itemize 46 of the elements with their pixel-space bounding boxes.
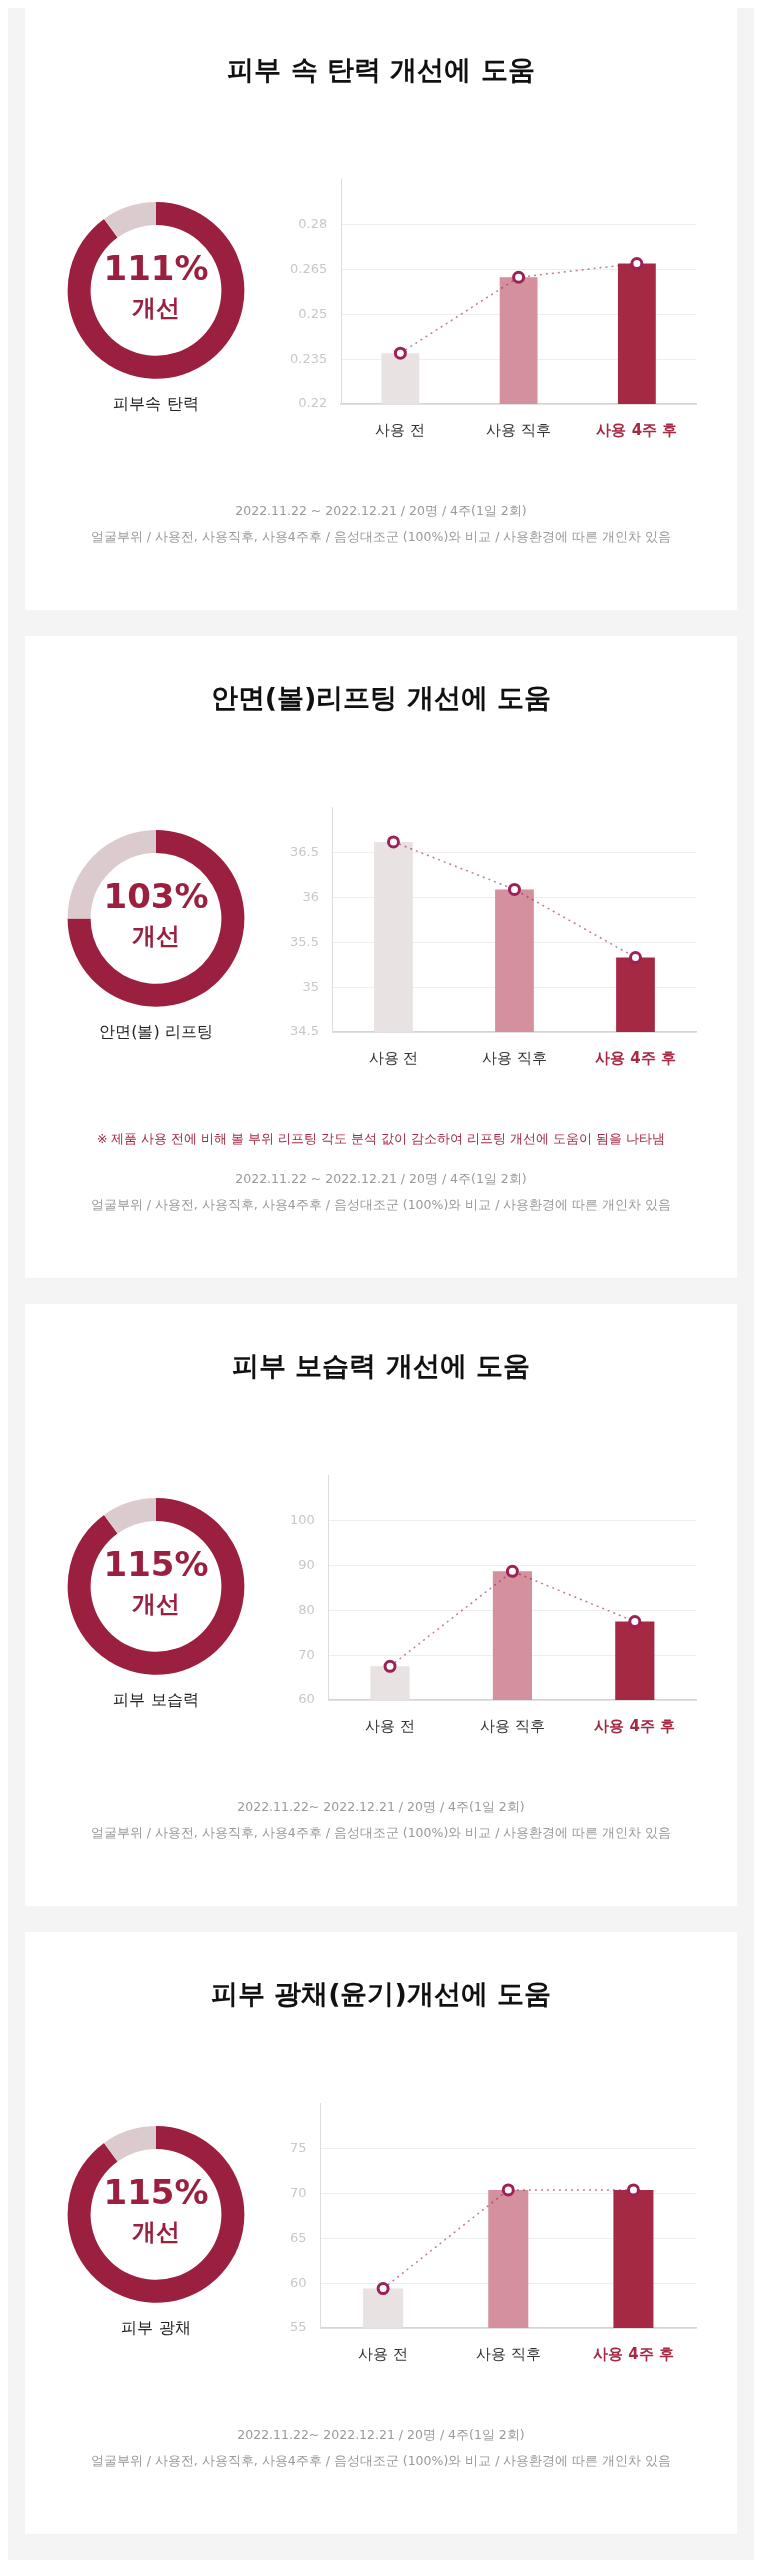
text: 2022.11.22 ~ 2022.12.21 / 20명 / 4주(1일 2회) bbox=[234, 502, 528, 520]
text: 피부속 탄력 bbox=[113, 393, 199, 413]
point bbox=[505, 1564, 519, 1578]
text: 얼굴부위 / 사용전, 사용직후, 사용4주후 / 음성대조군 (100%)와 비교 / 사용환경에 따른 개인차 있음 bbox=[89, 1824, 673, 1842]
x-tick-label: 사용 전 bbox=[358, 2344, 409, 2363]
x-tick-label: 사용 직후 bbox=[486, 420, 551, 439]
text: 개선 bbox=[132, 1589, 180, 1618]
point bbox=[383, 1659, 397, 1673]
point bbox=[386, 835, 400, 849]
text: 2022.11.22 ~ 2022.12.21 / 20명 / 4주(1일 2회) bbox=[234, 1170, 528, 1188]
text: 얼굴부위 / 사용전, 사용직후, 사용4주후 / 음성대조군 (100%)와 비교 / 사용환경에 따른 개인차 있음 bbox=[89, 2452, 673, 2470]
x-tick-label: 사용 4주 후 bbox=[592, 2344, 674, 2363]
point bbox=[512, 270, 526, 284]
text: 안면(볼) 리프팅 bbox=[99, 1021, 213, 1041]
text: ※ 제품 사용 전에 비해 볼 부위 리프팅 각도 분석 값이 감소하여 리프팅 개선에 도움이 됨을 나타냄 bbox=[95, 1130, 667, 1148]
x-tick-label: 사용 4주 후 bbox=[594, 1716, 676, 1735]
point bbox=[628, 951, 642, 965]
text: 115% bbox=[103, 1544, 209, 1585]
point bbox=[393, 346, 407, 360]
x-tick-label: 사용 직후 bbox=[480, 1716, 545, 1735]
x-tick-label: 사용 4주 후 bbox=[596, 420, 678, 439]
point bbox=[630, 257, 644, 270]
text: 피부 광채 bbox=[121, 2317, 191, 2337]
chart-title: 안면(볼)리프팅 개선에 도움 bbox=[209, 681, 553, 715]
point bbox=[507, 882, 521, 896]
point bbox=[628, 1615, 642, 1629]
x-tick-label: 사용 전 bbox=[368, 1048, 419, 1067]
chart-title: 피부 속 탄력 개선에 도움 bbox=[226, 53, 536, 87]
text: 얼굴부위 / 사용전, 사용직후, 사용4주후 / 음성대조군 (100%)와 비교 / 사용환경에 따른 개인차 있음 bbox=[89, 1196, 673, 1214]
x-tick-label: 사용 전 bbox=[365, 1716, 415, 1735]
text: 115% bbox=[103, 2172, 209, 2213]
x-tick-label: 사용 직후 bbox=[475, 2344, 541, 2363]
text: 103% bbox=[103, 876, 209, 917]
text: 개선 bbox=[132, 293, 180, 322]
text: 111% bbox=[103, 248, 209, 289]
text: 2022.11.22~ 2022.12.21 / 20명 / 4주(1일 2회) bbox=[236, 2426, 526, 2444]
text: 개선 bbox=[132, 921, 180, 950]
x-tick-label: 사용 전 bbox=[375, 420, 426, 439]
text: 2022.11.22~ 2022.12.21 / 20명 / 4주(1일 2회) bbox=[236, 1798, 526, 1816]
text: 얼굴부위 / 사용전, 사용직후, 사용4주후 / 음성대조군 (100%)와 비교 / 사용환경에 따른 개인차 있음 bbox=[89, 528, 673, 546]
text: 개선 bbox=[132, 2217, 180, 2246]
chart-title: 피부 광채(윤기)개선에 도움 bbox=[209, 1977, 553, 2011]
x-tick-label: 사용 직후 bbox=[482, 1048, 547, 1067]
chart-title: 피부 보습력 개선에 도움 bbox=[230, 1349, 532, 1383]
text: 피부 보습력 bbox=[113, 1689, 199, 1709]
x-tick-label: 사용 4주 후 bbox=[595, 1048, 676, 1067]
